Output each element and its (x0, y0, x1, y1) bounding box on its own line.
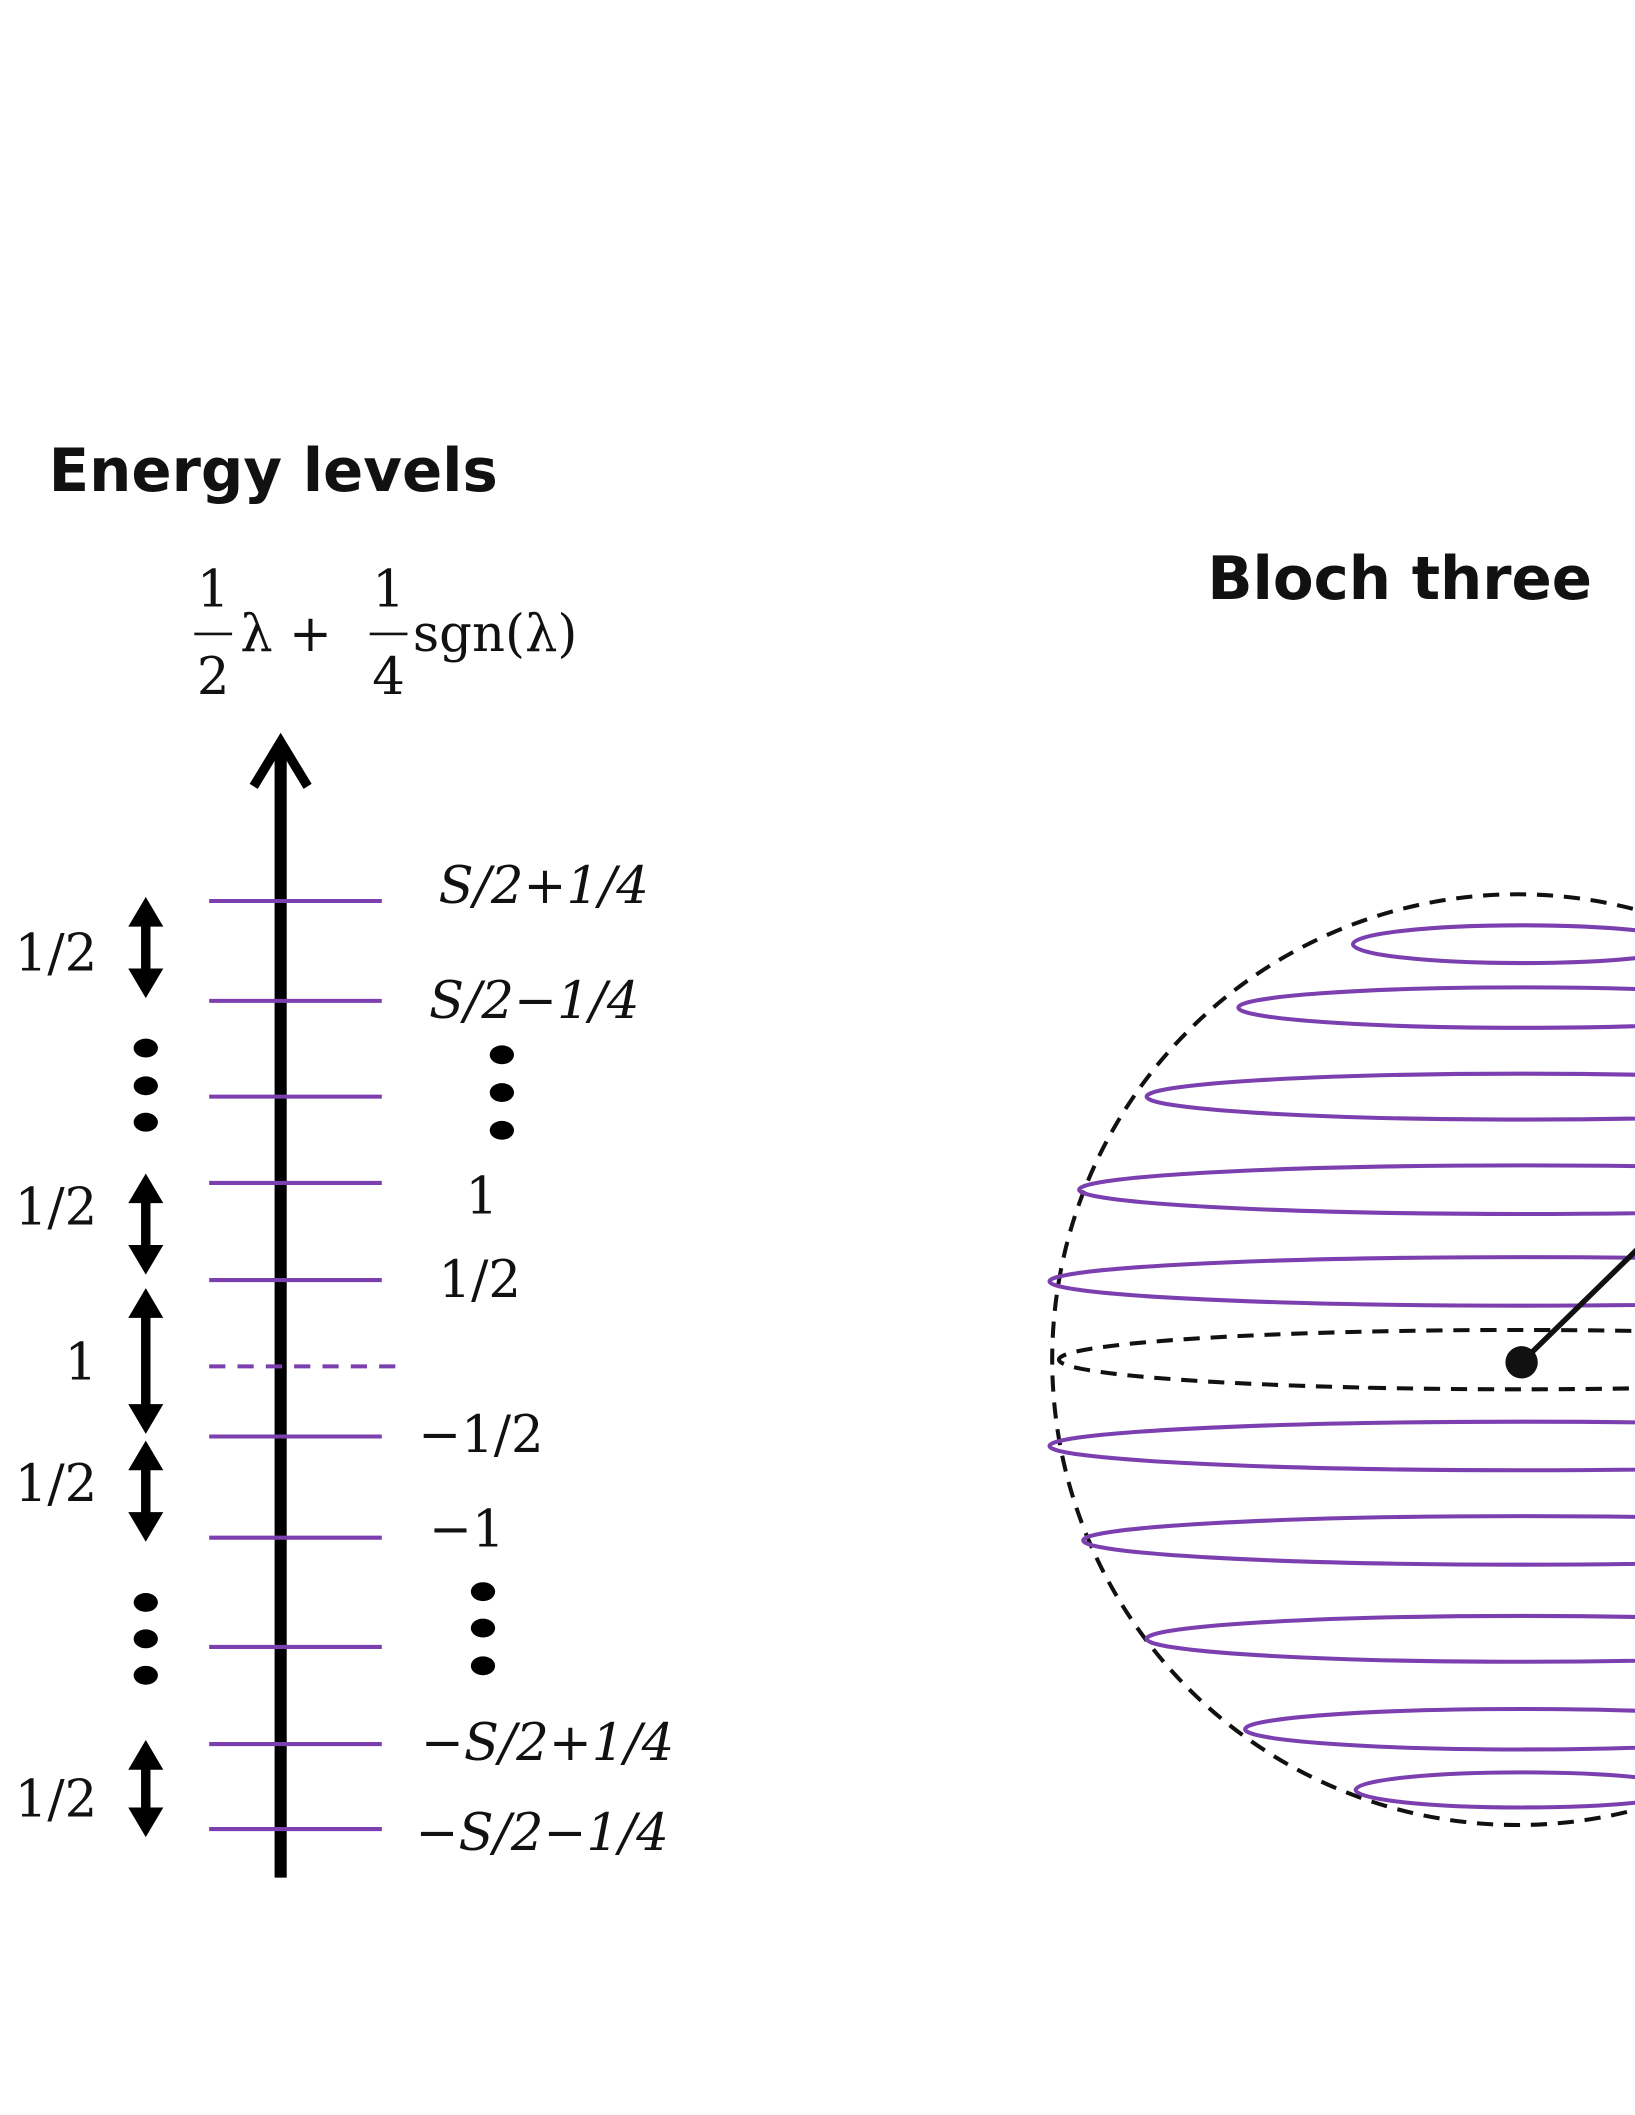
level-label: −S/2−1/4 (416, 1803, 669, 1863)
rings (1047, 923, 1635, 1810)
ellipsis-dot (489, 1083, 515, 1103)
fraction-numerator: 1 (197, 559, 230, 619)
arrowhead (128, 1512, 164, 1542)
latitude-ring (1081, 1514, 1635, 1567)
arrowhead (128, 1404, 164, 1434)
ellipsis-dot (133, 1592, 158, 1612)
ellipsis-dot (470, 1656, 496, 1676)
sphere-outline (1050, 892, 1635, 1827)
spacing-label: 1/2 (15, 1177, 97, 1237)
arrowhead (128, 968, 164, 999)
level-label: −1 (429, 1500, 505, 1560)
ellipsis-dot (470, 1582, 496, 1602)
arrowhead (128, 1173, 164, 1204)
latitude-ring (1047, 1419, 1635, 1473)
panel-title: Energy levels (49, 436, 498, 505)
ellipsis-dot (133, 1112, 158, 1132)
spacing-label: 1 (65, 1332, 98, 1392)
axis-label-text: λ + (240, 604, 332, 664)
fraction-numerator: 1 (372, 559, 405, 619)
latitude-ring (1144, 1071, 1635, 1122)
spacing-label: 1/2 (15, 1454, 97, 1514)
ellipsis-dot (489, 1120, 515, 1140)
latitude-ring (1144, 1613, 1635, 1664)
latitude-ring (1077, 1163, 1635, 1216)
ellipsis-dot (133, 1038, 158, 1058)
latitude-ring (1236, 985, 1635, 1030)
spacing-label: 1/2 (15, 924, 97, 984)
level-label: −1/2 (418, 1405, 543, 1465)
levels: S/2+1/4 S/2−1/4 1 1/2 −1/2 −1 −S/2+1/4 −S/2−1/4… (15, 856, 675, 1863)
bloch-sphere (1047, 892, 1635, 1827)
bloch-vector (1519, 1247, 1635, 1365)
arrowhead (128, 896, 164, 927)
vector-origin (1505, 1346, 1538, 1379)
arrowhead (128, 1807, 164, 1838)
ellipsis-dot (133, 1629, 158, 1649)
level-label: −S/2+1/4 (421, 1713, 674, 1773)
ellipsis-dot (133, 1665, 158, 1685)
arrowhead (128, 1244, 164, 1275)
level-label: 1 (465, 1166, 498, 1226)
axis-label: 1 2 λ + 1 4 sgn(λ) (194, 559, 577, 707)
latitude-ring (1047, 1255, 1635, 1308)
fraction-denominator: 2 (197, 647, 230, 707)
fraction-denominator: 4 (372, 647, 405, 707)
arrowhead (128, 1288, 164, 1318)
axis-arrowhead (249, 732, 312, 789)
latitude-ring (1353, 1770, 1635, 1810)
ellipsis-dot (133, 1076, 158, 1096)
panel-title: Bloch three (1207, 544, 1592, 613)
ellipsis-dot (470, 1618, 496, 1638)
level-label: 1/2 (438, 1250, 520, 1310)
spacing-label: 1/2 (15, 1769, 97, 1829)
level-label: S/2+1/4 (438, 856, 648, 916)
latitude-ring (1351, 923, 1635, 966)
arrowhead (128, 1440, 164, 1471)
arrowhead (128, 1740, 164, 1770)
equator (1057, 1327, 1635, 1392)
ellipsis-dot (489, 1045, 515, 1065)
axis-label-text: sgn(λ) (413, 604, 578, 664)
latitude-ring (1243, 1706, 1635, 1752)
level-label: S/2−1/4 (429, 971, 639, 1031)
